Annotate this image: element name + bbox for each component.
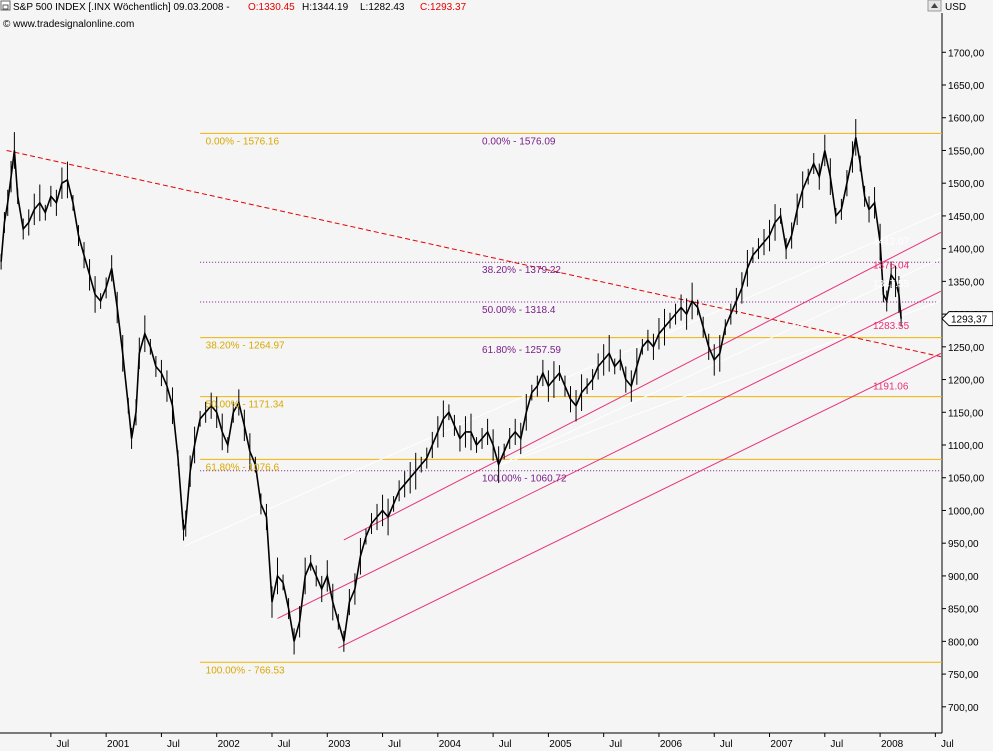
fib-label: 100.00% - 1060.72 [482,474,567,485]
x-tick-label: Jul [278,739,291,750]
y-tick-label: 1250,00 [948,343,985,354]
trend-line [277,290,942,619]
trend-line [338,352,942,649]
chart-header: S&P 500 INDEX [.INX Wöchentlich] 09.03.2… [0,0,467,30]
y-tick-label: 1450,00 [948,212,985,223]
y-tick-label: 700,00 [948,703,979,714]
currency-label: USD [945,2,966,13]
arrow-up-icon [931,3,938,8]
chart-menu-icon[interactable] [0,0,11,11]
y-tick-label: 1050,00 [948,474,985,485]
y-tick-label: 1550,00 [948,146,985,157]
x-tick-label: 2003 [328,739,351,750]
chart-menu-icon-inner [2,4,9,10]
y-tick-label: 900,00 [948,572,979,583]
trend-line [492,258,942,469]
trend-line [343,231,942,541]
x-tick-label: Jul [56,739,69,750]
channel-value-label: 1412.07 [873,237,910,248]
channel-value-label: 1347.55 [873,279,910,290]
y-tick-label: 800,00 [948,637,979,648]
last-price-label: 1293,37 [951,315,988,326]
x-tick-label: 2008 [881,739,904,750]
low-value: L:1282.43 [360,2,405,13]
y-tick-label: 1500,00 [948,179,985,190]
price-series [0,119,902,655]
y-axis-ticks: 700,00 750,00 800,00 850,00 900,00 950,00 1000… [942,48,985,714]
scroll-up-button[interactable] [927,0,942,12]
y-tick-label: 1100,00 [948,441,984,452]
y-tick-label: 1600,00 [948,114,985,125]
x-tick-label: Jul [941,739,954,750]
x-tick-label: Jul [830,739,843,750]
channel-value-label: 1283.55 [873,321,910,332]
x-axis-ticks: Jul 2001 Jul 2002 Jul 2003 Jul 2004 Jul 2005 Jul 20… [50,733,954,750]
fib-labels: 0.00% - 1576.16 38.20% - 1264.97 50.00% - … [206,136,567,676]
y-tick-label: 1200,00 [948,376,985,387]
trend-line [492,300,942,469]
x-tick-label: 2004 [439,739,462,750]
x-tick-label: Jul [499,739,512,750]
x-tick-label: 2001 [107,739,130,750]
trend-lines [6,149,942,649]
close-value: C:1293.37 [420,2,467,13]
y-tick-label: 1350,00 [948,277,985,288]
x-tick-label: Jul [609,739,622,750]
chart-title: S&P 500 INDEX [.INX Wöchentlich] 09.03.2… [13,2,230,13]
channel-value-label: 1191.06 [873,381,909,392]
channel-value-label: 1376.04 [873,260,910,271]
x-tick-label: 2007 [770,739,793,750]
y-tick-label: 1400,00 [948,245,985,256]
last-price-marker: 1293,37 [941,311,993,327]
high-value: H:1344.19 [302,2,349,13]
fib-label: 0.00% - 1576.16 [206,136,280,147]
fib-label: 38.20% - 1379.22 [482,265,561,276]
fib-label: 50.00% - 1318.4 [482,305,556,316]
x-tick-label: Jul [720,739,733,750]
x-tick-label: 2006 [660,739,683,750]
y-tick-label: 850,00 [948,605,979,616]
channel-labels: 1412.07 1376.04 1347.55 1283.55 1191.06 [873,237,910,393]
fib-label: 61.80% - 1076.6 [206,462,280,473]
x-tick-label: 2005 [549,739,572,750]
y-tick-label: 750,00 [948,670,979,681]
fib-label: 61.80% - 1257.59 [482,345,561,356]
fib-label: 50.00% - 1171.34 [206,400,285,411]
x-tick-label: 2002 [218,739,241,750]
y-tick-label: 1700,00 [948,48,985,59]
y-tick-label: 1150,00 [948,408,984,419]
price-line [0,137,902,642]
y-tick-label: 1000,00 [948,506,985,517]
fib-label: 0.00% - 1576.09 [482,136,556,147]
x-tick-label: Jul [167,739,180,750]
fib-label: 38.20% - 1264.97 [206,341,285,352]
trend-line [6,149,942,358]
open-value: O:1330.45 [248,2,295,13]
x-tick-label: Jul [388,739,401,750]
watermark-text: © www.tradesignalonline.com [3,19,134,30]
y-tick-label: 950,00 [948,539,979,550]
fib-label: 100.00% - 766.53 [206,665,285,676]
y-tick-label: 1650,00 [948,81,985,92]
fib-levels [200,132,942,663]
